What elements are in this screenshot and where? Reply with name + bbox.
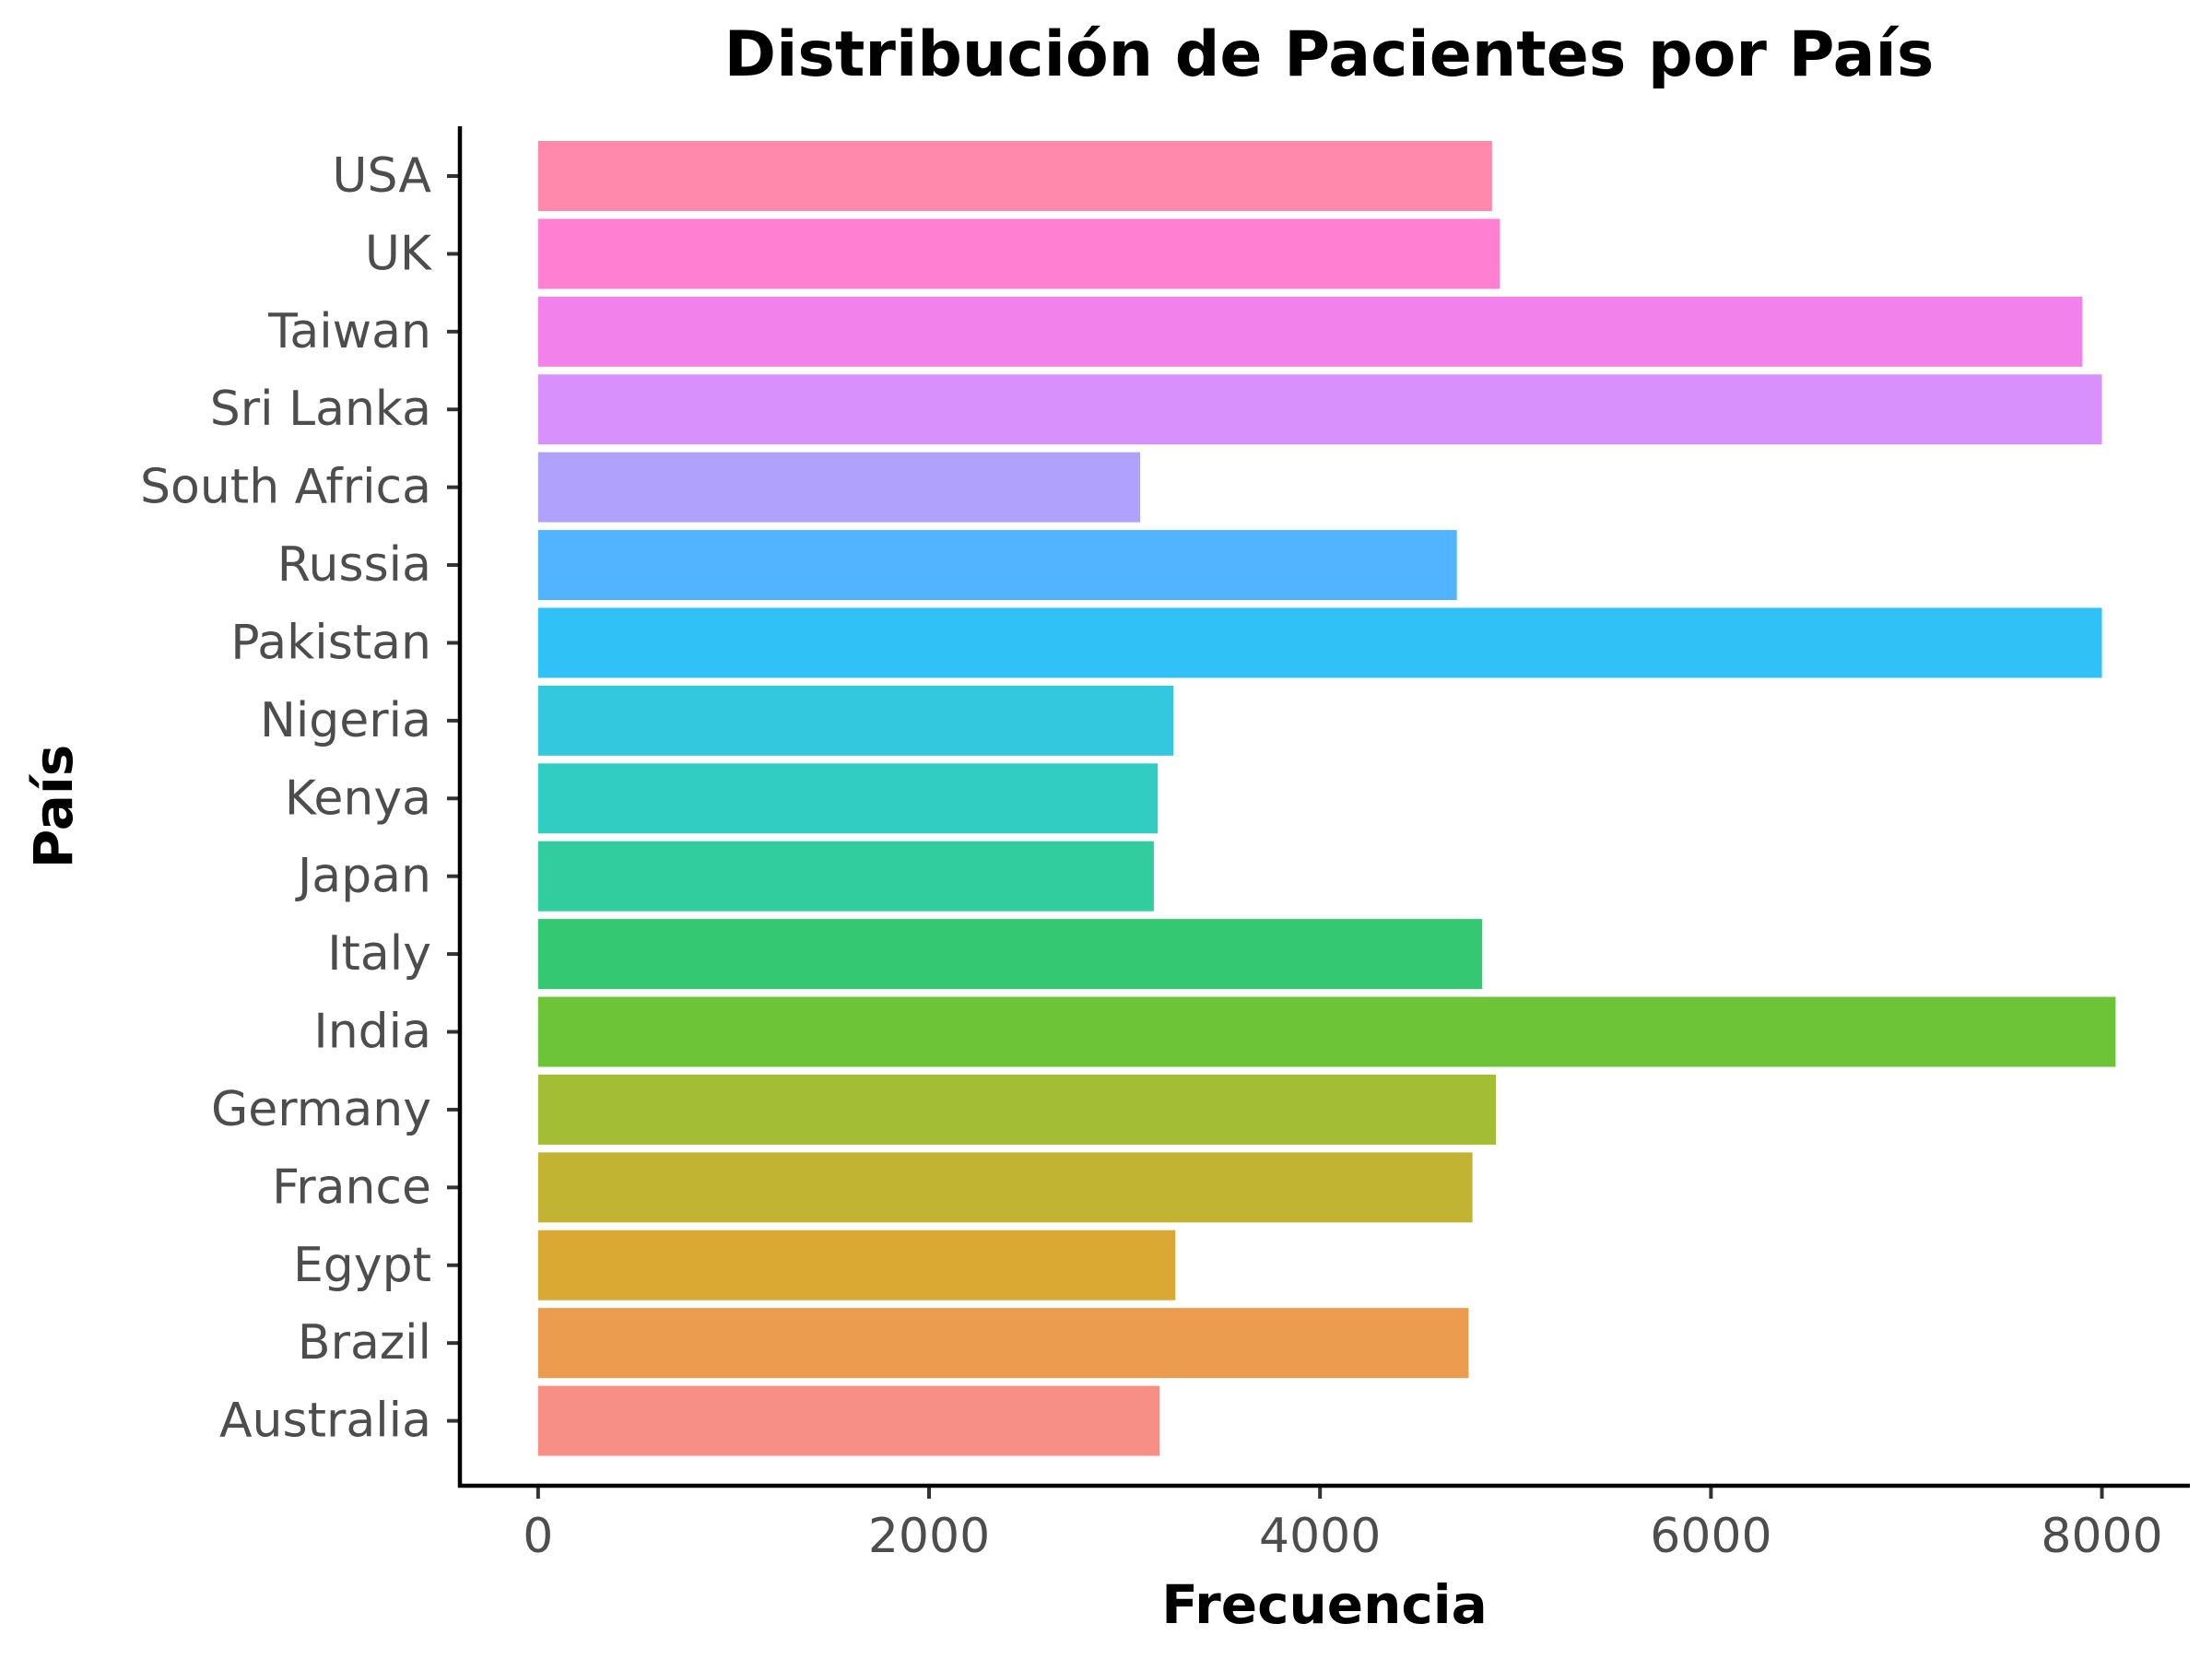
y-tick-label-nigeria: Nigeria	[260, 693, 431, 748]
x-tick-label-6000: 6000	[1650, 1509, 1771, 1564]
x-axis-ticks: 0 2000 4000 6000 8000	[523, 1486, 2163, 1564]
bar-brazil	[537, 1308, 1469, 1379]
y-tick-label-germany: Germany	[211, 1082, 431, 1137]
y-tick-label-france: France	[272, 1159, 431, 1215]
y-tick-label-uk: UK	[365, 226, 433, 281]
y-tick-label-india: India	[313, 1005, 431, 1060]
bar-usa	[537, 141, 1492, 211]
y-tick-label-sri-lanka: Sri Lanka	[210, 382, 431, 437]
bar-russia	[537, 530, 1457, 601]
y-tick-label-australia: Australia	[219, 1394, 431, 1449]
y-tick-label-brazil: Brazil	[298, 1315, 431, 1371]
bar-italy	[537, 919, 1483, 990]
x-axis-title: Frecuencia	[1161, 1573, 1488, 1636]
x-tick-label-0: 0	[523, 1509, 553, 1564]
bar-pakistan	[537, 607, 2102, 678]
bar-kenya	[537, 763, 1159, 834]
y-tick-label-south-africa: South Africa	[140, 460, 431, 515]
bar-australia	[537, 1385, 1160, 1456]
bar-japan	[537, 841, 1154, 912]
bar-nigeria	[537, 685, 1174, 756]
x-tick-label-4000: 4000	[1259, 1509, 1381, 1564]
bar-egypt	[537, 1230, 1176, 1300]
y-tick-label-taiwan: Taiwan	[267, 304, 431, 359]
x-tick-label-8000: 8000	[2041, 1509, 2162, 1564]
bar-sri-lanka	[537, 374, 2102, 445]
bar-uk	[537, 218, 1500, 289]
chart-title: Distribución de Pacientes por País	[724, 18, 1935, 91]
y-axis-title: País	[22, 745, 85, 869]
y-tick-label-russia: Russia	[277, 537, 431, 593]
bar-france	[537, 1152, 1473, 1223]
y-tick-label-egypt: Egypt	[293, 1238, 431, 1293]
y-tick-label-pakistan: Pakistan	[230, 615, 431, 670]
y-axis-ticks: USA UK Taiwan Sri Lanka South Africa Russia Pa…	[140, 148, 460, 1449]
y-tick-label-italy: Italy	[327, 926, 431, 982]
bars-group	[537, 141, 2116, 1456]
x-tick-label-2000: 2000	[868, 1509, 990, 1564]
bar-south-africa	[537, 452, 1141, 523]
y-tick-label-japan: Japan	[295, 849, 431, 904]
y-tick-label-usa: USA	[332, 148, 431, 204]
bar-taiwan	[537, 296, 2083, 367]
y-tick-label-kenya: Kenya	[285, 771, 431, 826]
bar-germany	[537, 1074, 1497, 1145]
bar-india	[537, 996, 2116, 1067]
